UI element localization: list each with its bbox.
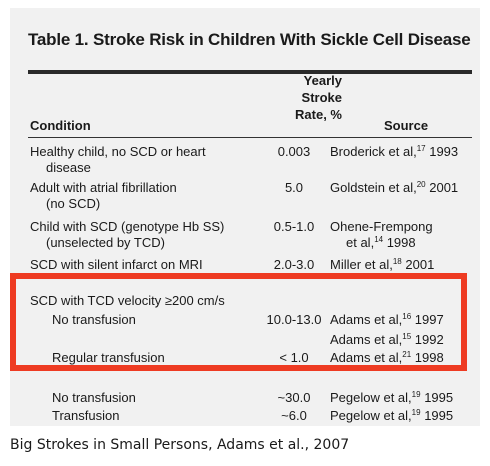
row-tcd-no-transfusion-rate: 10.0-13.0: [266, 312, 322, 327]
ref-number: 21: [402, 350, 412, 359]
row-transfusion-condition: Transfusion: [52, 408, 120, 423]
table-title: Table 1. Stroke Risk in Children With Si…: [28, 30, 471, 49]
source-year: 1995: [420, 408, 454, 423]
ref-number: 20: [416, 180, 426, 189]
source-text: Broderick et al,: [330, 144, 417, 159]
row-adult-af-source: Goldstein et al,20 2001: [330, 180, 458, 196]
source-year-2: 1992: [411, 332, 444, 347]
header-condition: Condition: [30, 118, 91, 133]
row-child-scd-rate: 0.5-1.0: [273, 219, 315, 234]
source-text: Pegelow et al,: [330, 390, 412, 405]
row-child-scd-condition: Child with SCD (genotype Hb SS) (unselec…: [30, 219, 224, 251]
ref-number: 19: [411, 408, 421, 417]
header-rate: Yearly Stroke Rate, %: [246, 72, 342, 123]
source-text-cont: et al,: [346, 235, 375, 250]
source-text: Pegelow et al,: [330, 408, 412, 423]
row-child-scd-source: Ohene-Frempong et al,14 1998: [330, 219, 433, 251]
row-regular-transfusion-source: Adams et al,21 1998: [330, 350, 444, 366]
ref-number: 19: [411, 390, 421, 399]
source-text-2: Adams et al,: [330, 332, 403, 347]
source-text: Adams et al,: [330, 350, 403, 365]
ref-number: 17: [416, 144, 426, 153]
source-year: 1997: [411, 312, 444, 327]
highlight-box: [10, 273, 467, 371]
row-silent-infarct-condition: SCD with silent infarct on MRI: [30, 257, 203, 272]
row-transfusion-rate: ~6.0: [281, 408, 307, 423]
source-text: Adams et al,: [330, 312, 403, 327]
ref-number: 16: [402, 312, 412, 321]
source-year: 1995: [420, 390, 454, 405]
row-silent-infarct-source: Miller et al,18 2001: [330, 257, 434, 273]
condition-text: Child with SCD (genotype Hb SS): [30, 219, 225, 234]
row-no-transfusion-rate: ~30.0: [277, 390, 311, 405]
row-regular-transfusion-condition: Regular transfusion: [52, 350, 165, 365]
header-rate-line3: Rate, %: [295, 107, 342, 122]
header-source: Source: [384, 118, 429, 133]
table-card: Table 1. Stroke Risk in Children With Si…: [10, 8, 480, 426]
row-no-transfusion-condition: No transfusion: [52, 390, 136, 405]
condition-text-cont: disease: [46, 160, 91, 175]
row-healthy-rate: 0.003: [277, 144, 311, 159]
condition-text-cont: (unselected by TCD): [46, 235, 165, 250]
title-rule: [28, 70, 472, 74]
caption: Big Strokes in Small Persons, Adams et a…: [10, 437, 350, 453]
ref-number-2: 15: [402, 332, 412, 341]
row-healthy-condition: Healthy child, no SCD or heart disease: [30, 144, 206, 176]
row-tcd-no-transfusion-source: Adams et al,16 1997 Adams et al,15 1992: [330, 312, 444, 348]
condition-text: Healthy child, no SCD or heart: [30, 144, 206, 159]
header-rate-line1: Yearly: [303, 73, 342, 88]
row-silent-infarct-rate: 2.0-3.0: [273, 257, 315, 272]
condition-text-cont: (no SCD): [46, 196, 101, 211]
source-text: Miller et al,: [330, 257, 393, 272]
ref-number: 14: [374, 235, 384, 244]
source-year: 1993: [425, 144, 459, 159]
row-tcd-no-transfusion-condition: No transfusion: [52, 312, 136, 327]
source-year: 2001: [401, 257, 435, 272]
header-rule: [28, 137, 472, 138]
ref-number: 18: [392, 257, 402, 266]
source-year: 2001: [425, 180, 459, 195]
row-healthy-source: Broderick et al,17 1993: [330, 144, 458, 160]
source-text: Goldstein et al,: [330, 180, 417, 195]
row-adult-af-rate: 5.0: [284, 180, 304, 195]
header-rate-line2: Stroke: [301, 90, 342, 105]
row-tcd-group-heading: SCD with TCD velocity ≥200 cm/s: [30, 293, 225, 308]
source-year: 1998: [383, 235, 416, 250]
condition-text: Adult with atrial fibrillation: [30, 180, 177, 195]
row-regular-transfusion-rate: < 1.0: [279, 350, 309, 365]
source-text: Ohene-Frempong: [330, 219, 433, 234]
source-year: 1998: [411, 350, 444, 365]
row-transfusion-source: Pegelow et al,19 1995: [330, 408, 453, 424]
row-no-transfusion-source: Pegelow et al,19 1995: [330, 390, 453, 406]
row-adult-af-condition: Adult with atrial fibrillation (no SCD): [30, 180, 177, 212]
